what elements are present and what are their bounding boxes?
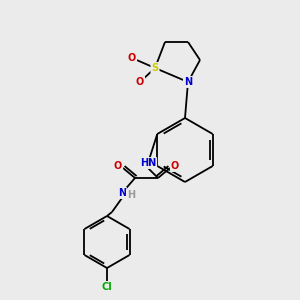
Text: N: N [184, 77, 192, 87]
Text: H: H [127, 190, 135, 200]
Text: N: N [118, 188, 126, 198]
Text: HN: HN [140, 158, 156, 168]
Text: Cl: Cl [102, 282, 112, 292]
Text: S: S [152, 63, 159, 73]
Text: O: O [136, 77, 144, 87]
Text: O: O [171, 161, 179, 171]
Text: O: O [114, 161, 122, 171]
Text: O: O [128, 53, 136, 63]
